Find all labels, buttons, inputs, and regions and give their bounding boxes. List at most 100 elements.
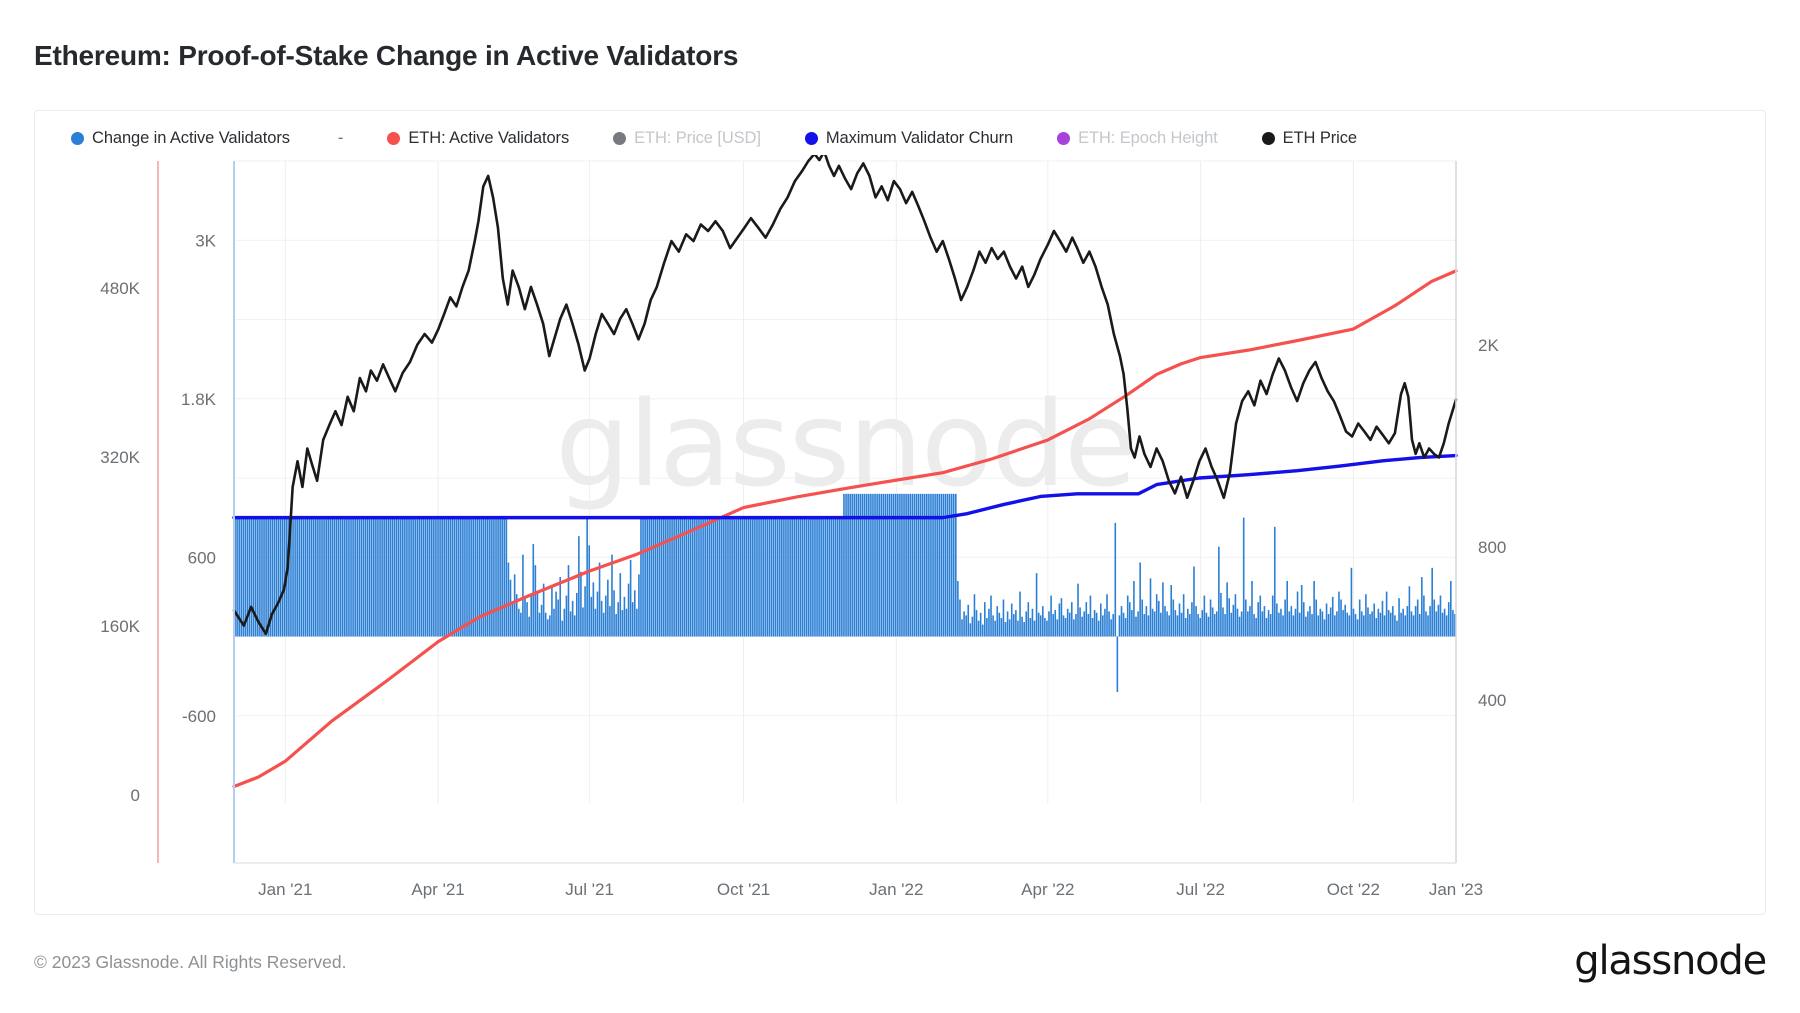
bar xyxy=(1379,612,1382,637)
bar xyxy=(1197,614,1199,637)
bar xyxy=(433,517,435,637)
bar xyxy=(675,517,677,637)
bar xyxy=(346,517,348,637)
bar xyxy=(1102,615,1104,637)
bar xyxy=(1406,606,1409,637)
bar xyxy=(1365,594,1367,637)
bar xyxy=(799,517,802,637)
bar xyxy=(926,493,928,637)
bar xyxy=(1342,610,1344,637)
bar xyxy=(1327,614,1330,637)
bar xyxy=(354,517,356,637)
legend-item-1[interactable]: ETH: Active Validators xyxy=(387,129,569,148)
bar xyxy=(356,517,359,637)
legend-dot-icon xyxy=(613,131,627,145)
legend-item-2[interactable]: ETH: Price [USD] xyxy=(613,129,761,148)
bar xyxy=(1182,594,1185,637)
bar xyxy=(530,594,533,637)
watermark: glassnode xyxy=(555,375,1134,513)
bar xyxy=(553,608,555,637)
bar xyxy=(1160,612,1162,637)
bar xyxy=(774,517,777,637)
legend-item-4[interactable]: ETH: Epoch Height xyxy=(1057,129,1218,148)
bar xyxy=(364,517,367,637)
bar xyxy=(468,517,470,637)
bar xyxy=(969,623,972,637)
bar xyxy=(598,562,601,637)
bar xyxy=(391,517,394,637)
bar xyxy=(1004,621,1007,637)
bar xyxy=(404,517,406,637)
bar xyxy=(555,591,557,637)
bar xyxy=(1042,606,1044,637)
bar xyxy=(520,612,522,637)
bar xyxy=(903,493,905,637)
bar xyxy=(1168,615,1170,637)
bar xyxy=(669,517,671,637)
bar xyxy=(373,517,375,637)
bar xyxy=(671,517,673,637)
bar xyxy=(1276,603,1278,637)
bar xyxy=(876,493,878,637)
bar xyxy=(470,517,472,637)
bar xyxy=(1097,620,1100,637)
bar xyxy=(443,517,446,637)
y-tick-eth-price: 400 xyxy=(1478,691,1506,710)
bar xyxy=(830,517,833,637)
bar xyxy=(851,493,854,637)
bar xyxy=(752,517,754,637)
bar xyxy=(1050,595,1052,637)
bar xyxy=(1251,581,1253,637)
bar xyxy=(561,620,564,637)
bar xyxy=(704,517,706,637)
bar xyxy=(1114,522,1117,637)
bar xyxy=(501,517,504,637)
bar xyxy=(998,612,1001,637)
series-change-in-active-validators xyxy=(234,493,1456,692)
bar xyxy=(1157,600,1160,637)
legend-item-5[interactable]: ETH Price xyxy=(1261,129,1357,148)
bar xyxy=(315,517,317,637)
legend-item-3[interactable]: Maximum Validator Churn xyxy=(804,129,1013,148)
bar xyxy=(1394,615,1396,637)
bar xyxy=(422,517,425,637)
bar xyxy=(559,577,562,637)
bar xyxy=(731,517,733,637)
bar xyxy=(1331,596,1334,637)
bar xyxy=(1350,567,1353,637)
bar xyxy=(1203,595,1206,637)
bar xyxy=(795,517,798,637)
bar xyxy=(1052,614,1054,637)
bar xyxy=(1081,616,1083,637)
bar xyxy=(412,517,414,637)
bar xyxy=(855,493,858,637)
bar xyxy=(874,493,876,637)
bar xyxy=(1371,611,1373,637)
bar xyxy=(308,517,311,637)
bar xyxy=(532,544,535,637)
bar xyxy=(1302,602,1305,637)
bar xyxy=(716,517,719,637)
bar xyxy=(507,562,510,637)
bar xyxy=(915,493,918,637)
legend-item-0[interactable]: Change in Active Validators xyxy=(71,129,290,148)
bar xyxy=(431,517,433,637)
bar xyxy=(638,574,640,637)
bar xyxy=(236,517,238,637)
legend-separator: - xyxy=(337,128,344,147)
bar xyxy=(493,517,495,637)
bar xyxy=(302,517,305,637)
bar xyxy=(1172,599,1175,637)
bar xyxy=(754,517,756,637)
y-tick-change-in-validators: 3K xyxy=(195,231,216,250)
legend-dot-icon xyxy=(71,131,84,145)
bar xyxy=(439,517,441,637)
bar xyxy=(263,517,265,637)
bar xyxy=(749,517,752,637)
bar xyxy=(696,517,698,637)
bar xyxy=(457,517,460,637)
bar xyxy=(729,517,731,637)
bar xyxy=(259,517,261,637)
bar xyxy=(783,517,785,637)
bar xyxy=(590,596,593,637)
